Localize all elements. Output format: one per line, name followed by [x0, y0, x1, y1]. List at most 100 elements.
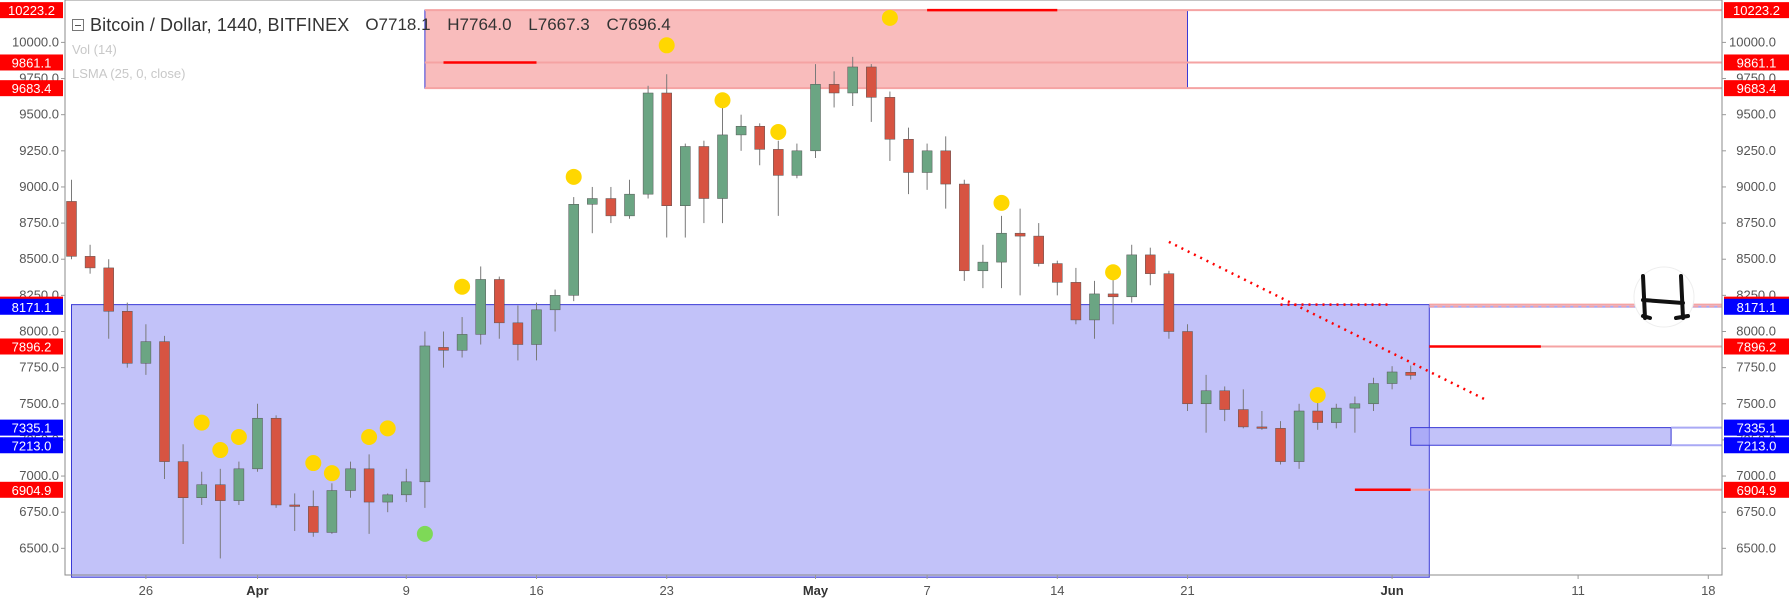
candle-2018-03-31[interactable]: [233, 468, 245, 501]
indicator-lsma[interactable]: LSMA (25, 0, close): [72, 66, 186, 81]
candle-2018-04-24[interactable]: [680, 146, 691, 206]
candle-2018-04-01[interactable]: [252, 417, 263, 470]
candle-2018-04-17[interactable]: [549, 295, 561, 311]
candle-2018-05-22[interactable]: [1200, 390, 1212, 405]
candle-2018-04-06[interactable]: [345, 468, 356, 491]
small-blue-zone[interactable]: [1410, 427, 1672, 446]
candle-2018-04-22[interactable]: [642, 92, 654, 195]
candle-2018-04-23[interactable]: [661, 92, 672, 206]
candle-2018-03-27[interactable]: [159, 341, 170, 462]
candle-2018-05-05[interactable]: [884, 97, 896, 140]
indicator-volume[interactable]: Vol (14): [72, 42, 117, 57]
signal-marker-14: [993, 194, 1010, 211]
candle-2018-04-12[interactable]: [456, 334, 468, 351]
signal-marker-13: [881, 9, 898, 26]
price-label-7213.0: 7213.0: [12, 438, 52, 453]
candle-2018-04-11[interactable]: [438, 347, 449, 351]
candle-2018-05-09[interactable]: [959, 183, 970, 272]
price-label-8171.1: 8171.1: [1737, 300, 1777, 315]
candle-2018-05-23[interactable]: [1219, 390, 1230, 410]
candle-2018-04-15[interactable]: [512, 322, 524, 345]
price-label-bg-left: [0, 54, 63, 71]
candle-2018-04-18[interactable]: [568, 204, 579, 296]
price-label-7335.1: 7335.1: [12, 421, 52, 436]
candle-2018-04-19[interactable]: [587, 198, 598, 205]
candle-2018-03-23[interactable]: [84, 256, 96, 269]
candle-2018-06-01[interactable]: [1386, 371, 1398, 384]
candle-2018-04-08[interactable]: [382, 494, 393, 503]
candle-2018-04-09[interactable]: [401, 481, 412, 496]
y-tick-label-right: 6750.0: [1736, 504, 1776, 519]
candle-2018-03-22[interactable]: [66, 201, 77, 257]
candle-2018-05-08[interactable]: [940, 150, 951, 185]
candle-2018-04-05[interactable]: [326, 490, 338, 533]
candle-2018-06-02[interactable]: [1405, 371, 1416, 376]
candle-2018-03-29[interactable]: [196, 484, 207, 498]
candle-2018-04-04[interactable]: [308, 506, 319, 533]
high-value: H7764.0: [447, 15, 512, 34]
candle-2018-04-02[interactable]: [270, 417, 282, 506]
resistance-zone[interactable]: [424, 9, 1188, 89]
candle-2018-05-02[interactable]: [828, 84, 840, 94]
signal-marker-4: [323, 465, 340, 482]
y-tick-label-right: 8500.0: [1736, 251, 1776, 266]
y-tick-label-left: 8500.0: [19, 251, 59, 266]
range-zone[interactable]: [71, 304, 1430, 578]
candle-2018-03-30[interactable]: [215, 484, 226, 501]
y-tick-label-right: 8750.0: [1736, 215, 1776, 230]
candle-2018-04-28[interactable]: [754, 125, 765, 150]
candle-2018-04-27[interactable]: [735, 125, 747, 136]
signal-marker-0: [193, 414, 210, 431]
candle-2018-04-07[interactable]: [363, 468, 375, 503]
candle-2018-04-29[interactable]: [773, 149, 784, 176]
trendline-0[interactable]: [1168, 240, 1486, 401]
candle-2018-04-26[interactable]: [717, 134, 728, 199]
price-label-bg-right: [1724, 437, 1789, 454]
candle-2018-04-21[interactable]: [624, 193, 635, 217]
candle-2018-05-07[interactable]: [921, 150, 933, 173]
candle-2018-03-26[interactable]: [140, 341, 152, 364]
plot-frame: [64, 0, 1723, 576]
candle-2018-05-30[interactable]: [1349, 403, 1361, 409]
candle-2018-05-29[interactable]: [1331, 407, 1342, 423]
candle-2018-05-25[interactable]: [1256, 426, 1268, 429]
candle-2018-05-19[interactable]: [1145, 254, 1156, 274]
candle-2018-05-17[interactable]: [1107, 293, 1119, 298]
candle-2018-03-25[interactable]: [122, 311, 133, 364]
candle-2018-05-27[interactable]: [1293, 410, 1305, 462]
candle-2018-04-16[interactable]: [531, 309, 542, 345]
candle-2018-05-03[interactable]: [847, 66, 858, 94]
candle-2018-05-12[interactable]: [1014, 232, 1026, 237]
symbol-row: Bitcoin / Dollar, 1440, BITFINEX O7718.1…: [72, 12, 683, 38]
candle-2018-05-14[interactable]: [1052, 263, 1063, 283]
candle-2018-05-21[interactable]: [1182, 331, 1193, 405]
candle-2018-03-28[interactable]: [177, 461, 189, 498]
candle-2018-05-24[interactable]: [1238, 409, 1249, 428]
candle-2018-04-30[interactable]: [791, 150, 803, 176]
candle-2018-05-26[interactable]: [1275, 428, 1286, 462]
candle-2018-05-16[interactable]: [1089, 293, 1100, 321]
candle-2018-04-25[interactable]: [698, 146, 710, 199]
candle-2018-05-31[interactable]: [1368, 383, 1379, 405]
collapse-toggle[interactable]: [72, 19, 84, 31]
candle-2018-05-01[interactable]: [810, 84, 821, 152]
candle-2018-05-15[interactable]: [1070, 282, 1082, 321]
candle-2018-05-11[interactable]: [996, 232, 1007, 263]
candle-2018-04-14[interactable]: [494, 279, 505, 324]
candle-2018-05-13[interactable]: [1033, 235, 1044, 264]
candle-2018-05-06[interactable]: [903, 138, 914, 173]
candle-2018-05-20[interactable]: [1163, 273, 1175, 332]
candle-2018-03-24[interactable]: [103, 267, 114, 312]
candle-2018-05-28[interactable]: [1312, 410, 1323, 423]
price-label-7896.2: 7896.2: [1737, 340, 1777, 355]
x-tick-label: 9: [403, 583, 410, 598]
candle-2018-04-20[interactable]: [605, 198, 617, 217]
candle-2018-05-10[interactable]: [977, 261, 989, 272]
candle-2018-05-04[interactable]: [866, 66, 877, 98]
candle-2018-05-18[interactable]: [1126, 254, 1137, 298]
candle-2018-04-10[interactable]: [419, 345, 431, 483]
candle-2018-04-13[interactable]: [475, 279, 486, 335]
candle-2018-04-03[interactable]: [289, 504, 300, 507]
symbol-title[interactable]: Bitcoin / Dollar, 1440, BITFINEX: [90, 14, 350, 35]
